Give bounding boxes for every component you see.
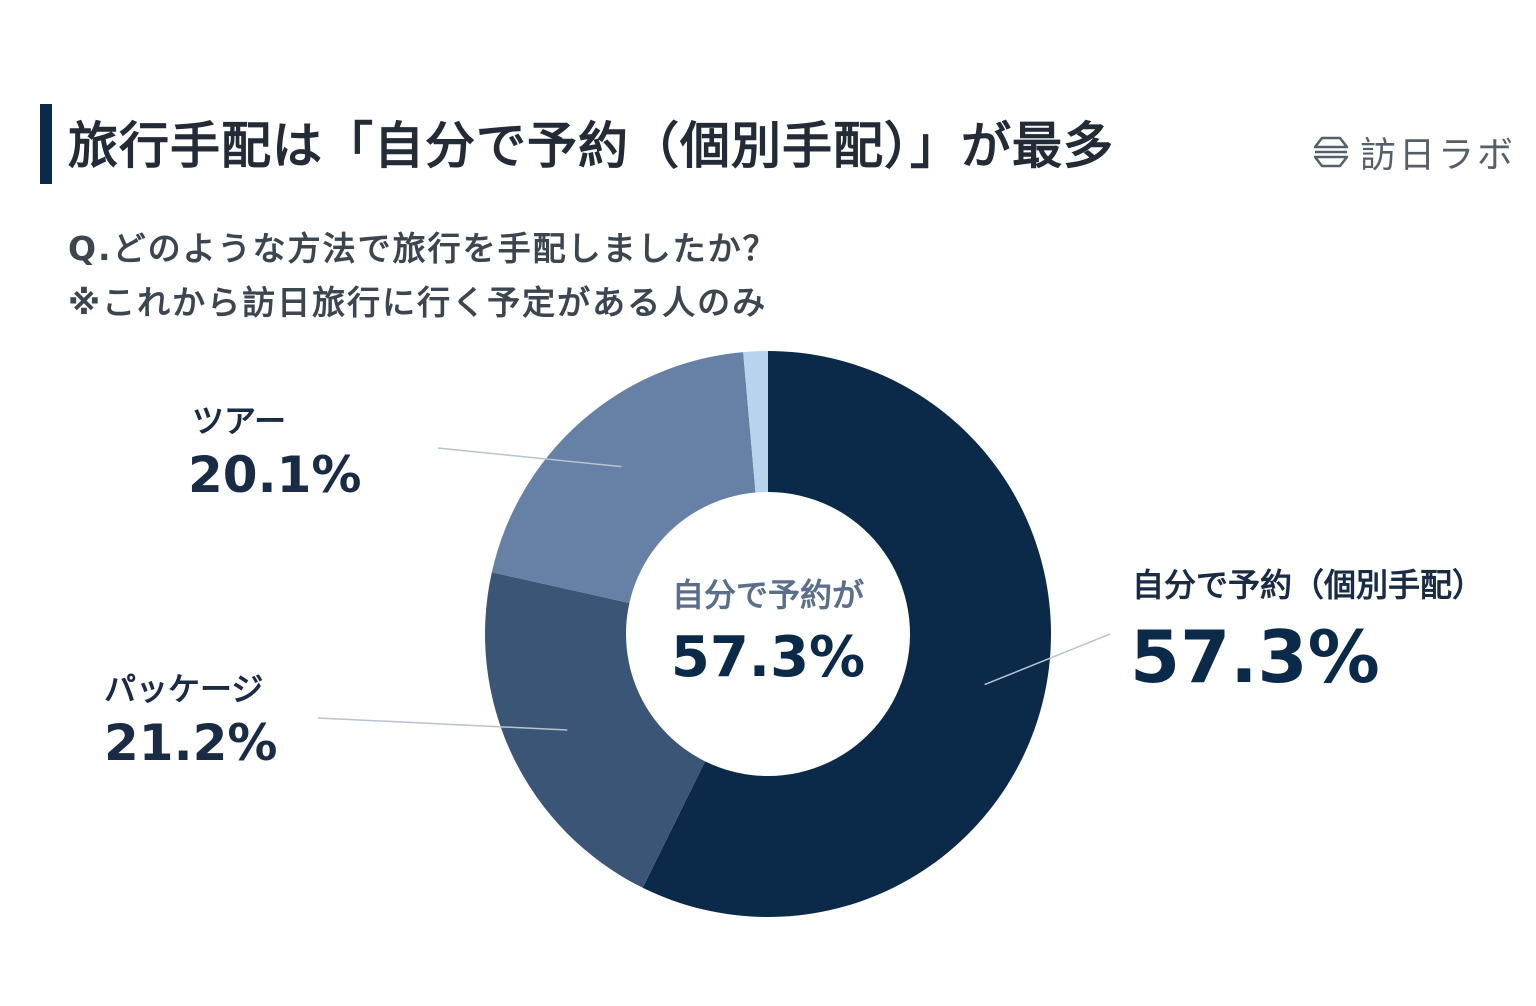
slice-value-package: 21.2%	[104, 714, 277, 772]
slice-name-tour: ツアー	[192, 402, 286, 440]
survey-note: ※これから訪日旅行に行く予定がある人のみ	[68, 283, 768, 322]
slice-self-booking	[642, 351, 1051, 917]
center-value: 57.3%	[671, 625, 865, 690]
center-label: 自分で予約が	[672, 576, 864, 614]
slice-tour	[491, 352, 756, 604]
slice-name-package: パッケージ	[104, 670, 263, 708]
slice-value-self-booking: 57.3%	[1130, 615, 1380, 699]
leader-line-package	[317, 717, 568, 731]
slice-other	[743, 351, 768, 493]
leader-line-self-booking	[984, 633, 1111, 686]
logo-text: 訪日ラボ	[1360, 135, 1517, 176]
logo-icon	[1313, 136, 1349, 168]
slice-package	[485, 572, 706, 888]
chart-title: 旅行手配は「自分で予約（個別手配）」が最多	[68, 117, 1114, 175]
title-accent-bar	[40, 104, 52, 184]
slice-value-tour: 20.1%	[188, 446, 361, 504]
slice-name-self-booking: 自分で予約（個別手配）	[1132, 566, 1484, 604]
brand-logo: 訪日ラボ	[1312, 126, 1516, 178]
leader-line-tour	[437, 447, 622, 468]
survey-question: Q.どのような方法で旅行を手配しましたか？	[68, 229, 778, 268]
